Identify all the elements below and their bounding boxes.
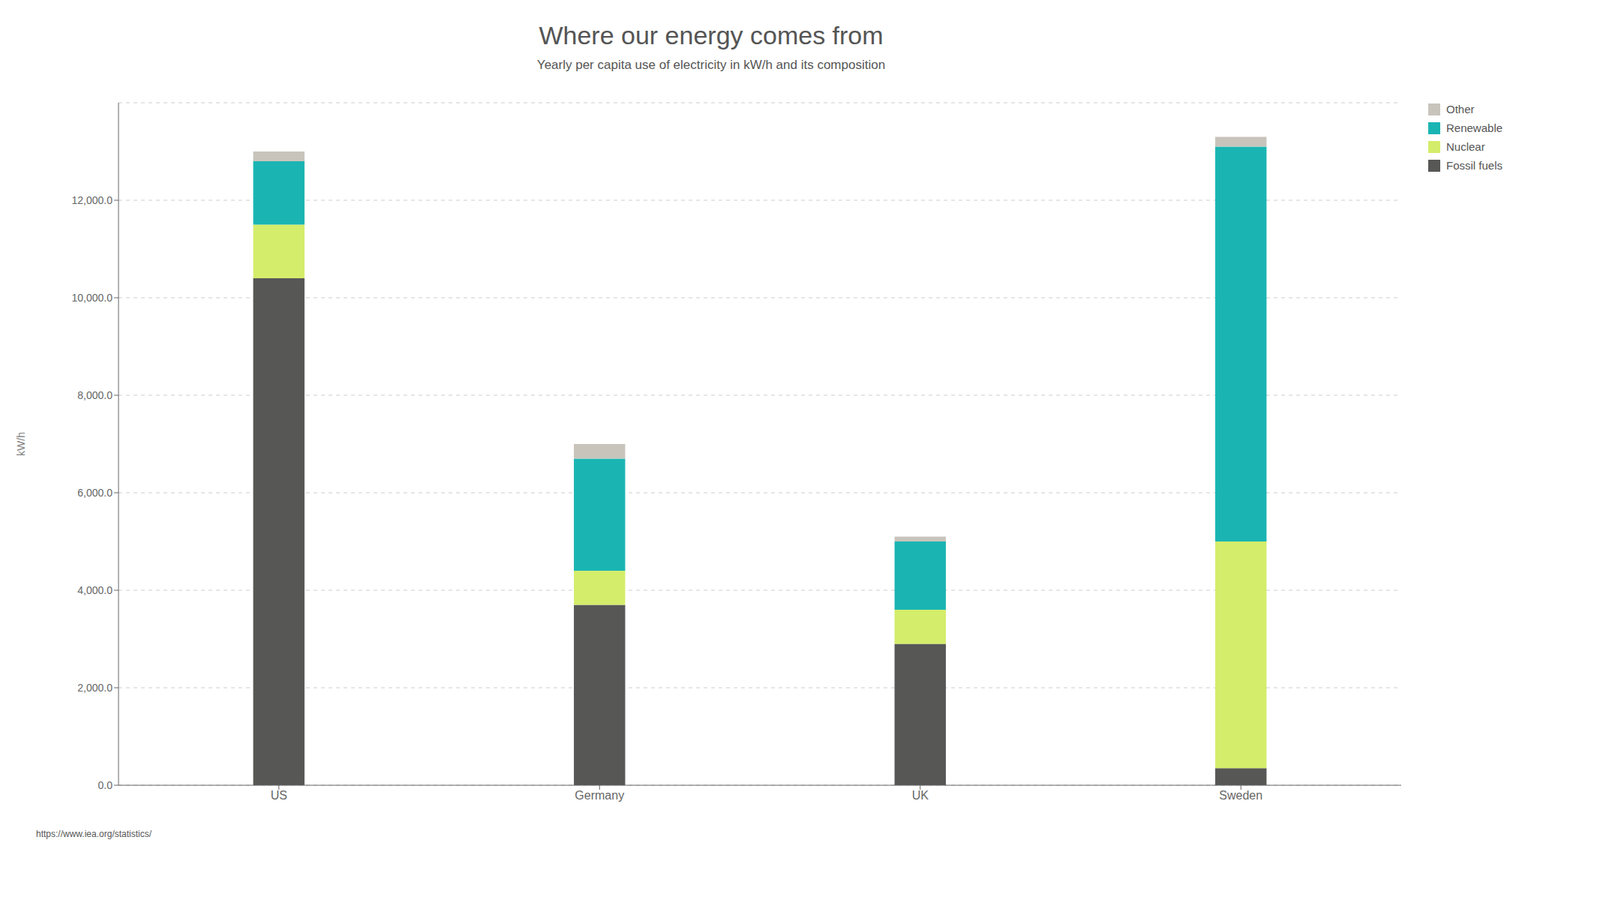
html-text:Nuclear: Nuclear (1446, 140, 1486, 154)
html-text:Yearly per capita use of elect: Yearly per capita use of electricity in … (537, 57, 886, 73)
svg-text:US: US (270, 789, 288, 802)
svg-text:kW/h: kW/h (15, 432, 28, 457)
html-text:Renewable: Renewable (1446, 121, 1503, 135)
html-text:Fossil fuels: Fossil fuels (1446, 159, 1503, 172)
svg-text:Germany: Germany (574, 789, 625, 802)
svg-text:8,000.0: 8,000.0 (77, 389, 113, 402)
svg-text:10,000.0: 10,000.0 (72, 291, 114, 304)
html-text:https://www.iea.org/statistics: https://www.iea.org/statistics/ (36, 828, 152, 840)
svg-text:4,000.0: 4,000.0 (77, 584, 113, 597)
svg-text:6,000.0: 6,000.0 (77, 486, 113, 499)
svg-text:12,000.0: 12,000.0 (72, 194, 114, 207)
svg-text:0.0: 0.0 (98, 779, 114, 792)
html-text:Where our energy comes from: Where our energy comes from (538, 21, 884, 50)
html-text:Other: Other (1446, 102, 1475, 116)
svg-text:Sweden: Sweden (1218, 789, 1263, 802)
svg-text:2,000.0: 2,000.0 (77, 681, 113, 694)
svg-text:UK: UK (912, 789, 930, 802)
